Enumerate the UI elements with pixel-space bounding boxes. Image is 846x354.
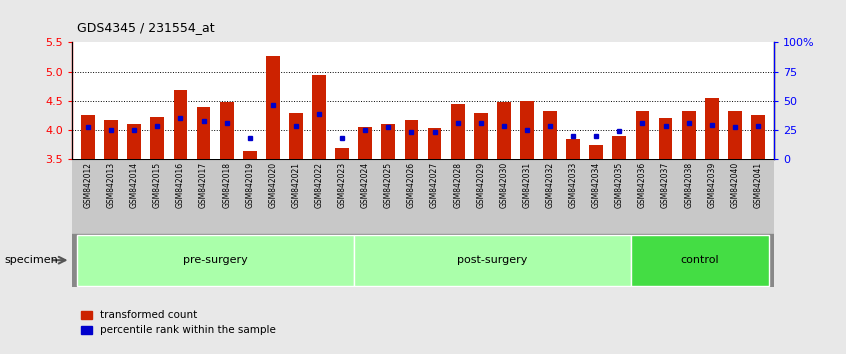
- Bar: [243, 150, 256, 159]
- Bar: [631, 235, 770, 286]
- Bar: [359, 127, 372, 159]
- Bar: [520, 101, 534, 159]
- Text: GSM842027: GSM842027: [430, 161, 439, 208]
- Bar: [354, 235, 631, 286]
- Text: GSM842015: GSM842015: [153, 161, 162, 208]
- Text: post-surgery: post-surgery: [457, 255, 528, 265]
- Bar: [543, 111, 557, 159]
- Text: pre-surgery: pre-surgery: [183, 255, 248, 265]
- Text: GSM842029: GSM842029: [476, 161, 486, 208]
- Text: GSM842013: GSM842013: [107, 161, 116, 208]
- Bar: [81, 115, 95, 159]
- Bar: [266, 56, 280, 159]
- Bar: [590, 145, 603, 159]
- Bar: [173, 90, 188, 159]
- Text: GSM842022: GSM842022: [315, 161, 323, 207]
- Text: GSM842035: GSM842035: [615, 161, 624, 208]
- Text: GSM842012: GSM842012: [84, 161, 92, 207]
- Text: GSM842038: GSM842038: [684, 161, 693, 208]
- Bar: [128, 124, 141, 159]
- Text: GSM842040: GSM842040: [730, 161, 739, 208]
- Legend: transformed count, percentile rank within the sample: transformed count, percentile rank withi…: [77, 306, 280, 339]
- Bar: [658, 118, 673, 159]
- Bar: [751, 115, 765, 159]
- Bar: [196, 107, 211, 159]
- Text: GSM842030: GSM842030: [499, 161, 508, 208]
- Text: GSM842028: GSM842028: [453, 161, 462, 207]
- Text: GSM842037: GSM842037: [661, 161, 670, 208]
- Text: GSM842017: GSM842017: [199, 161, 208, 208]
- Bar: [705, 98, 718, 159]
- Bar: [474, 113, 487, 159]
- Text: GSM842032: GSM842032: [546, 161, 554, 208]
- Bar: [104, 120, 118, 159]
- Text: GSM842025: GSM842025: [384, 161, 393, 208]
- Bar: [497, 102, 511, 159]
- Text: control: control: [681, 255, 719, 265]
- Bar: [451, 104, 464, 159]
- Bar: [382, 124, 395, 159]
- Bar: [76, 235, 354, 286]
- Text: GSM842018: GSM842018: [222, 161, 231, 207]
- Bar: [613, 136, 626, 159]
- Text: GSM842019: GSM842019: [245, 161, 255, 208]
- Text: GSM842020: GSM842020: [268, 161, 277, 208]
- Text: GSM842039: GSM842039: [707, 161, 717, 208]
- Bar: [220, 102, 233, 159]
- Text: GSM842036: GSM842036: [638, 161, 647, 208]
- Text: GSM842021: GSM842021: [292, 161, 300, 207]
- Bar: [728, 111, 742, 159]
- Bar: [151, 117, 164, 159]
- Bar: [682, 112, 695, 159]
- Bar: [335, 148, 349, 159]
- Text: specimen: specimen: [4, 255, 58, 265]
- Text: GSM842041: GSM842041: [754, 161, 762, 208]
- Text: GSM842026: GSM842026: [407, 161, 416, 208]
- Text: GDS4345 / 231554_at: GDS4345 / 231554_at: [76, 21, 214, 34]
- Bar: [289, 113, 303, 159]
- Text: GSM842034: GSM842034: [591, 161, 601, 208]
- Text: GSM842016: GSM842016: [176, 161, 185, 208]
- Bar: [312, 75, 326, 159]
- Text: GSM842014: GSM842014: [129, 161, 139, 208]
- Text: GSM842023: GSM842023: [338, 161, 347, 208]
- Bar: [404, 120, 419, 159]
- Text: GSM842033: GSM842033: [569, 161, 578, 208]
- Bar: [427, 129, 442, 159]
- Bar: [635, 111, 650, 159]
- Bar: [566, 139, 580, 159]
- Text: GSM842024: GSM842024: [360, 161, 370, 208]
- Text: GSM842031: GSM842031: [523, 161, 531, 208]
